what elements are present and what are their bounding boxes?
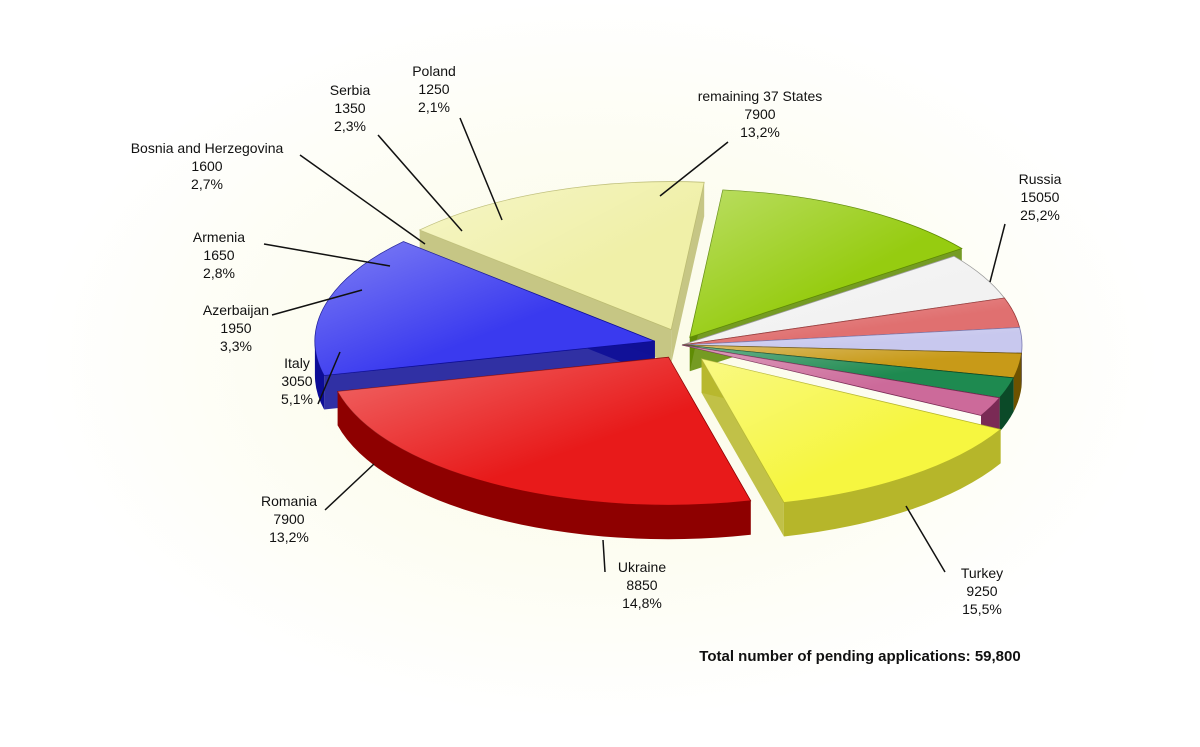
slice-name: Armenia — [193, 229, 245, 245]
slice-gloss — [314, 241, 655, 376]
slice-cut-face — [671, 182, 705, 364]
slice-value: 9250 — [966, 583, 997, 599]
slice-percent: 2,1% — [418, 99, 450, 115]
slice-value: 1350 — [334, 100, 365, 116]
slice-value: 1600 — [191, 158, 222, 174]
slice-gloss — [682, 345, 1000, 416]
total-pending-applications: Total number of pending applications: 59… — [699, 648, 1021, 665]
leader-line-italy — [317, 351, 341, 405]
slice-value: 7900 — [744, 106, 775, 122]
slice-percent: 14,8% — [622, 595, 662, 611]
slice-label-poland: Poland 1250 2,1% — [412, 63, 456, 115]
slice-gloss — [701, 358, 1001, 503]
slice-name: Turkey — [961, 565, 1003, 581]
slice-name: Romania — [261, 493, 317, 509]
slice-label-remaining-37-states: remaining 37 States 7900 13,2% — [698, 88, 823, 140]
slice-name: Russia — [1019, 171, 1062, 187]
leader-line-poland — [459, 117, 503, 221]
slice-percent: 25,2% — [1020, 207, 1060, 223]
slice-label-azerbaijan: Azerbaijan 1950 3,3% — [203, 302, 269, 354]
slice-gloss — [337, 357, 751, 506]
slice-name: Ukraine — [618, 559, 666, 575]
leader-line-turkey — [905, 505, 946, 573]
slice-name: Bosnia and Herzegovina — [131, 140, 284, 156]
slice-label-italy: Italy 3050 5,1% — [281, 355, 313, 407]
slice-wall — [337, 391, 751, 540]
slice-label-russia: Russia 15050 25,2% — [1019, 171, 1062, 223]
slice-gloss — [682, 298, 1020, 345]
leader-line-azerbaijan — [271, 289, 363, 316]
slice-wall — [1021, 345, 1023, 388]
slice-percent: 2,3% — [334, 118, 366, 134]
slice-value: 1650 — [203, 247, 234, 263]
slice-percent: 2,8% — [203, 265, 235, 281]
slice-value: 3050 — [281, 373, 312, 389]
slice-label-armenia: Armenia 1650 2,8% — [193, 229, 245, 281]
slice-value: 7900 — [273, 511, 304, 527]
slice-percent: 15,5% — [962, 601, 1002, 617]
slices-layer — [314, 181, 1023, 540]
leader-line-armenia — [263, 243, 391, 267]
slice-name: remaining 37 States — [698, 88, 823, 104]
slice-percent: 5,1% — [281, 391, 313, 407]
slice-name: Poland — [412, 63, 456, 79]
slice-wall — [783, 429, 1001, 537]
labels-layer: Russia 15050 25,2% Turkey 9250 15,5% Ukraine 88… — [131, 63, 1062, 617]
leader-line-serbia — [377, 134, 463, 232]
slice-value: 1950 — [220, 320, 251, 336]
slice-percent: 3,3% — [220, 338, 252, 354]
slice-gloss — [682, 345, 1014, 398]
slice-label-serbia: Serbia 1350 2,3% — [330, 82, 371, 134]
slice-remaining-37-states — [700, 358, 1002, 537]
slice-label-romania: Romania 7900 13,2% — [261, 493, 317, 545]
slice-name: Serbia — [330, 82, 371, 98]
slice-value: 8850 — [626, 577, 657, 593]
slice-wall — [314, 341, 325, 410]
leader-line-romania — [324, 463, 375, 511]
slice-value: 15050 — [1021, 189, 1060, 205]
slice-gloss — [682, 256, 1005, 345]
slice-cut-face — [701, 358, 784, 537]
slice-value: 1250 — [418, 81, 449, 97]
leader-line-russia — [989, 223, 1006, 283]
leader-line-remaining-37-states — [659, 141, 729, 197]
slice-percent: 13,2% — [740, 124, 780, 140]
slice-russia — [337, 356, 752, 540]
leader-line-bosnia-and-herzegovina — [299, 154, 426, 245]
leader-lines-layer — [263, 117, 1006, 573]
slice-percent: 13,2% — [269, 529, 309, 545]
slice-label-bosnia-and-herzegovina: Bosnia and Herzegovina 1600 2,7% — [131, 140, 284, 192]
slice-wall — [999, 377, 1014, 432]
leader-line-ukraine — [602, 539, 606, 573]
slice-label-turkey: Turkey 9250 15,5% — [961, 565, 1003, 617]
slice-name: Italy — [284, 355, 310, 371]
slice-label-ukraine: Ukraine 8850 14,8% — [618, 559, 666, 611]
slice-gloss — [419, 181, 705, 330]
slice-serbia — [681, 344, 1015, 432]
slice-wall — [1013, 353, 1022, 412]
slice-percent: 2,7% — [191, 176, 223, 192]
slice-turkey — [314, 241, 656, 410]
slice-gloss — [689, 190, 962, 338]
slice-name: Azerbaijan — [203, 302, 269, 318]
